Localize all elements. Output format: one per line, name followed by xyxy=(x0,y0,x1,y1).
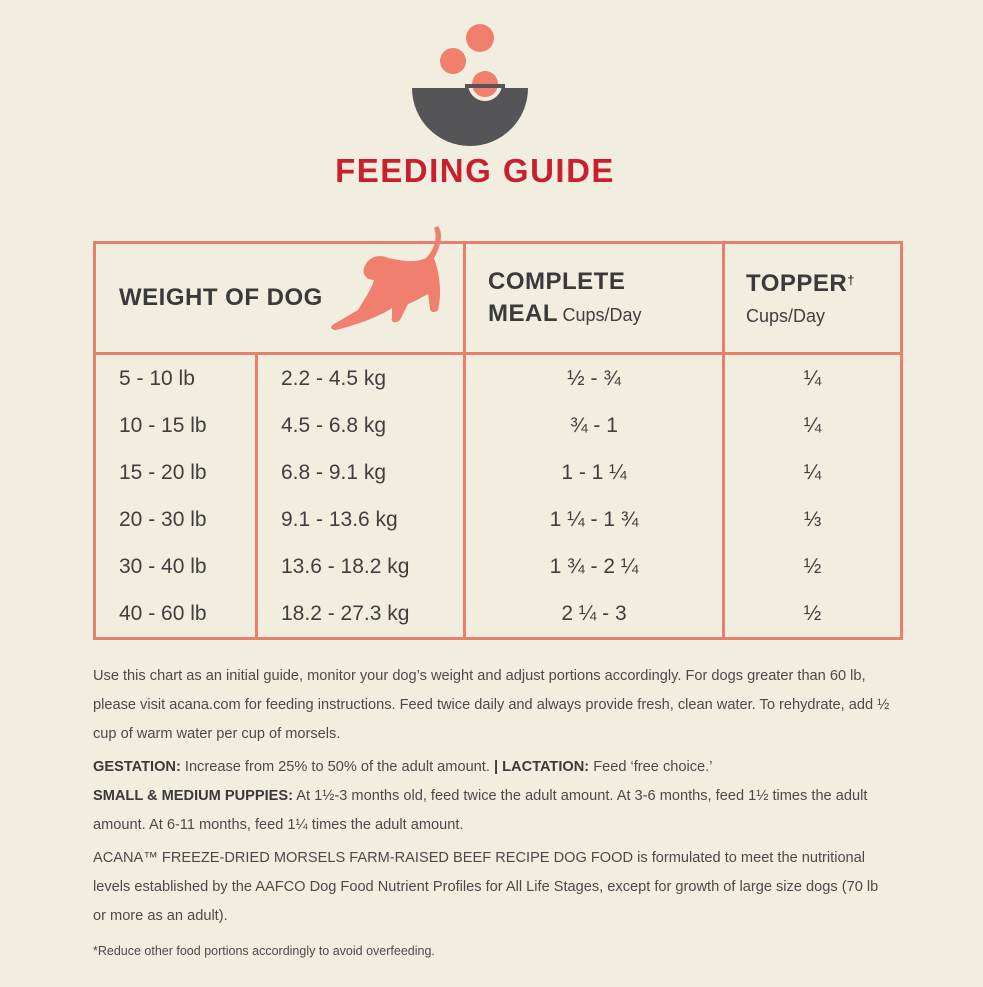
note-label: SMALL & MEDIUM PUPPIES: xyxy=(93,788,294,804)
table-cell: 20 - 30 lb xyxy=(93,496,258,543)
table-cell: 40 - 60 lb xyxy=(93,590,258,639)
feeding-table: WEIGHT OF DOG COMPLETE MEAL Cups/Day TOP… xyxy=(93,226,903,640)
table-cell: ¾ - 1 xyxy=(463,402,725,449)
note-intro: Use this chart as an initial guide, moni… xyxy=(93,668,890,742)
table-cell: 9.1 - 13.6 kg xyxy=(255,496,466,543)
table-body: 5 - 10 lb 2.2 - 4.5 kg ½ - ¾ ¼ 10 - 15 lb 4.5… xyxy=(93,353,903,639)
notes: Use this chart as an initial guide, moni… xyxy=(93,662,893,970)
table-cell: 4.5 - 6.8 kg xyxy=(255,402,466,449)
header-complete: MEAL xyxy=(488,300,558,327)
header-unit: Cups/Day xyxy=(562,305,642,325)
table-cell: 2.2 - 4.5 kg xyxy=(255,353,466,402)
header-complete: COMPLETE xyxy=(488,268,626,295)
table-cell: 15 - 20 lb xyxy=(93,449,258,496)
note-footnote: *Reduce other food portions accordingly … xyxy=(93,944,435,958)
table-cell: ½ - ¾ xyxy=(463,353,725,402)
table-cell: 1 ¼ - 1 ¾ xyxy=(463,496,725,543)
title: FEEDING GUIDE xyxy=(335,152,615,189)
header-cell: COMPLETE MEAL Cups/Day xyxy=(463,241,725,355)
table-cell: 30 - 40 lb xyxy=(93,543,258,590)
note-text: Increase from 25% to 50% of the adult am… xyxy=(184,759,490,775)
table-cell: 18.2 - 27.3 kg xyxy=(255,590,466,639)
table-cell: 1 ¾ - 2 ¼ xyxy=(463,543,725,590)
table-cell: 1 - 1 ¼ xyxy=(463,449,725,496)
header-topper: TOPPER xyxy=(746,269,848,297)
note-text: At 1½-3 months old, feed twice the adult… xyxy=(93,788,868,833)
note-gestation: GESTATION: Increase from 25% to 50% of t… xyxy=(93,753,893,840)
table-cell: 6.8 - 9.1 kg xyxy=(255,449,466,496)
bowl-icon xyxy=(412,24,528,146)
header-cell: WEIGHT OF DOG xyxy=(93,226,466,355)
table-cell: ¼ xyxy=(722,449,903,496)
note-statement: ACANA™ FREEZE-DRIED MORSELS FARM-RAISED … xyxy=(93,850,879,924)
note-label: GESTATION: xyxy=(93,759,181,775)
table-cell: ⅓ xyxy=(722,496,903,543)
table-cell: ½ xyxy=(722,543,903,590)
header-cell: TOPPER† Cups/Day xyxy=(722,241,903,355)
header-weight: WEIGHT OF DOG xyxy=(119,284,323,311)
table-cell: ½ xyxy=(722,590,903,639)
table-cell: 2 ¼ - 3 xyxy=(463,590,725,639)
header-mark: † xyxy=(847,272,855,288)
table-cell: ¼ xyxy=(722,402,903,449)
table-cell: ¼ xyxy=(722,353,903,402)
table-cell: 5 - 10 lb xyxy=(93,353,258,402)
note-text: Feed ‘free choice.’ xyxy=(593,759,713,775)
table-cell: 10 - 15 lb xyxy=(93,402,258,449)
header-unit: Cups/Day xyxy=(746,305,826,326)
note-label: | LACTATION: xyxy=(493,759,590,775)
table-cell: 13.6 - 18.2 kg xyxy=(255,543,466,590)
dog-icon xyxy=(331,226,441,330)
